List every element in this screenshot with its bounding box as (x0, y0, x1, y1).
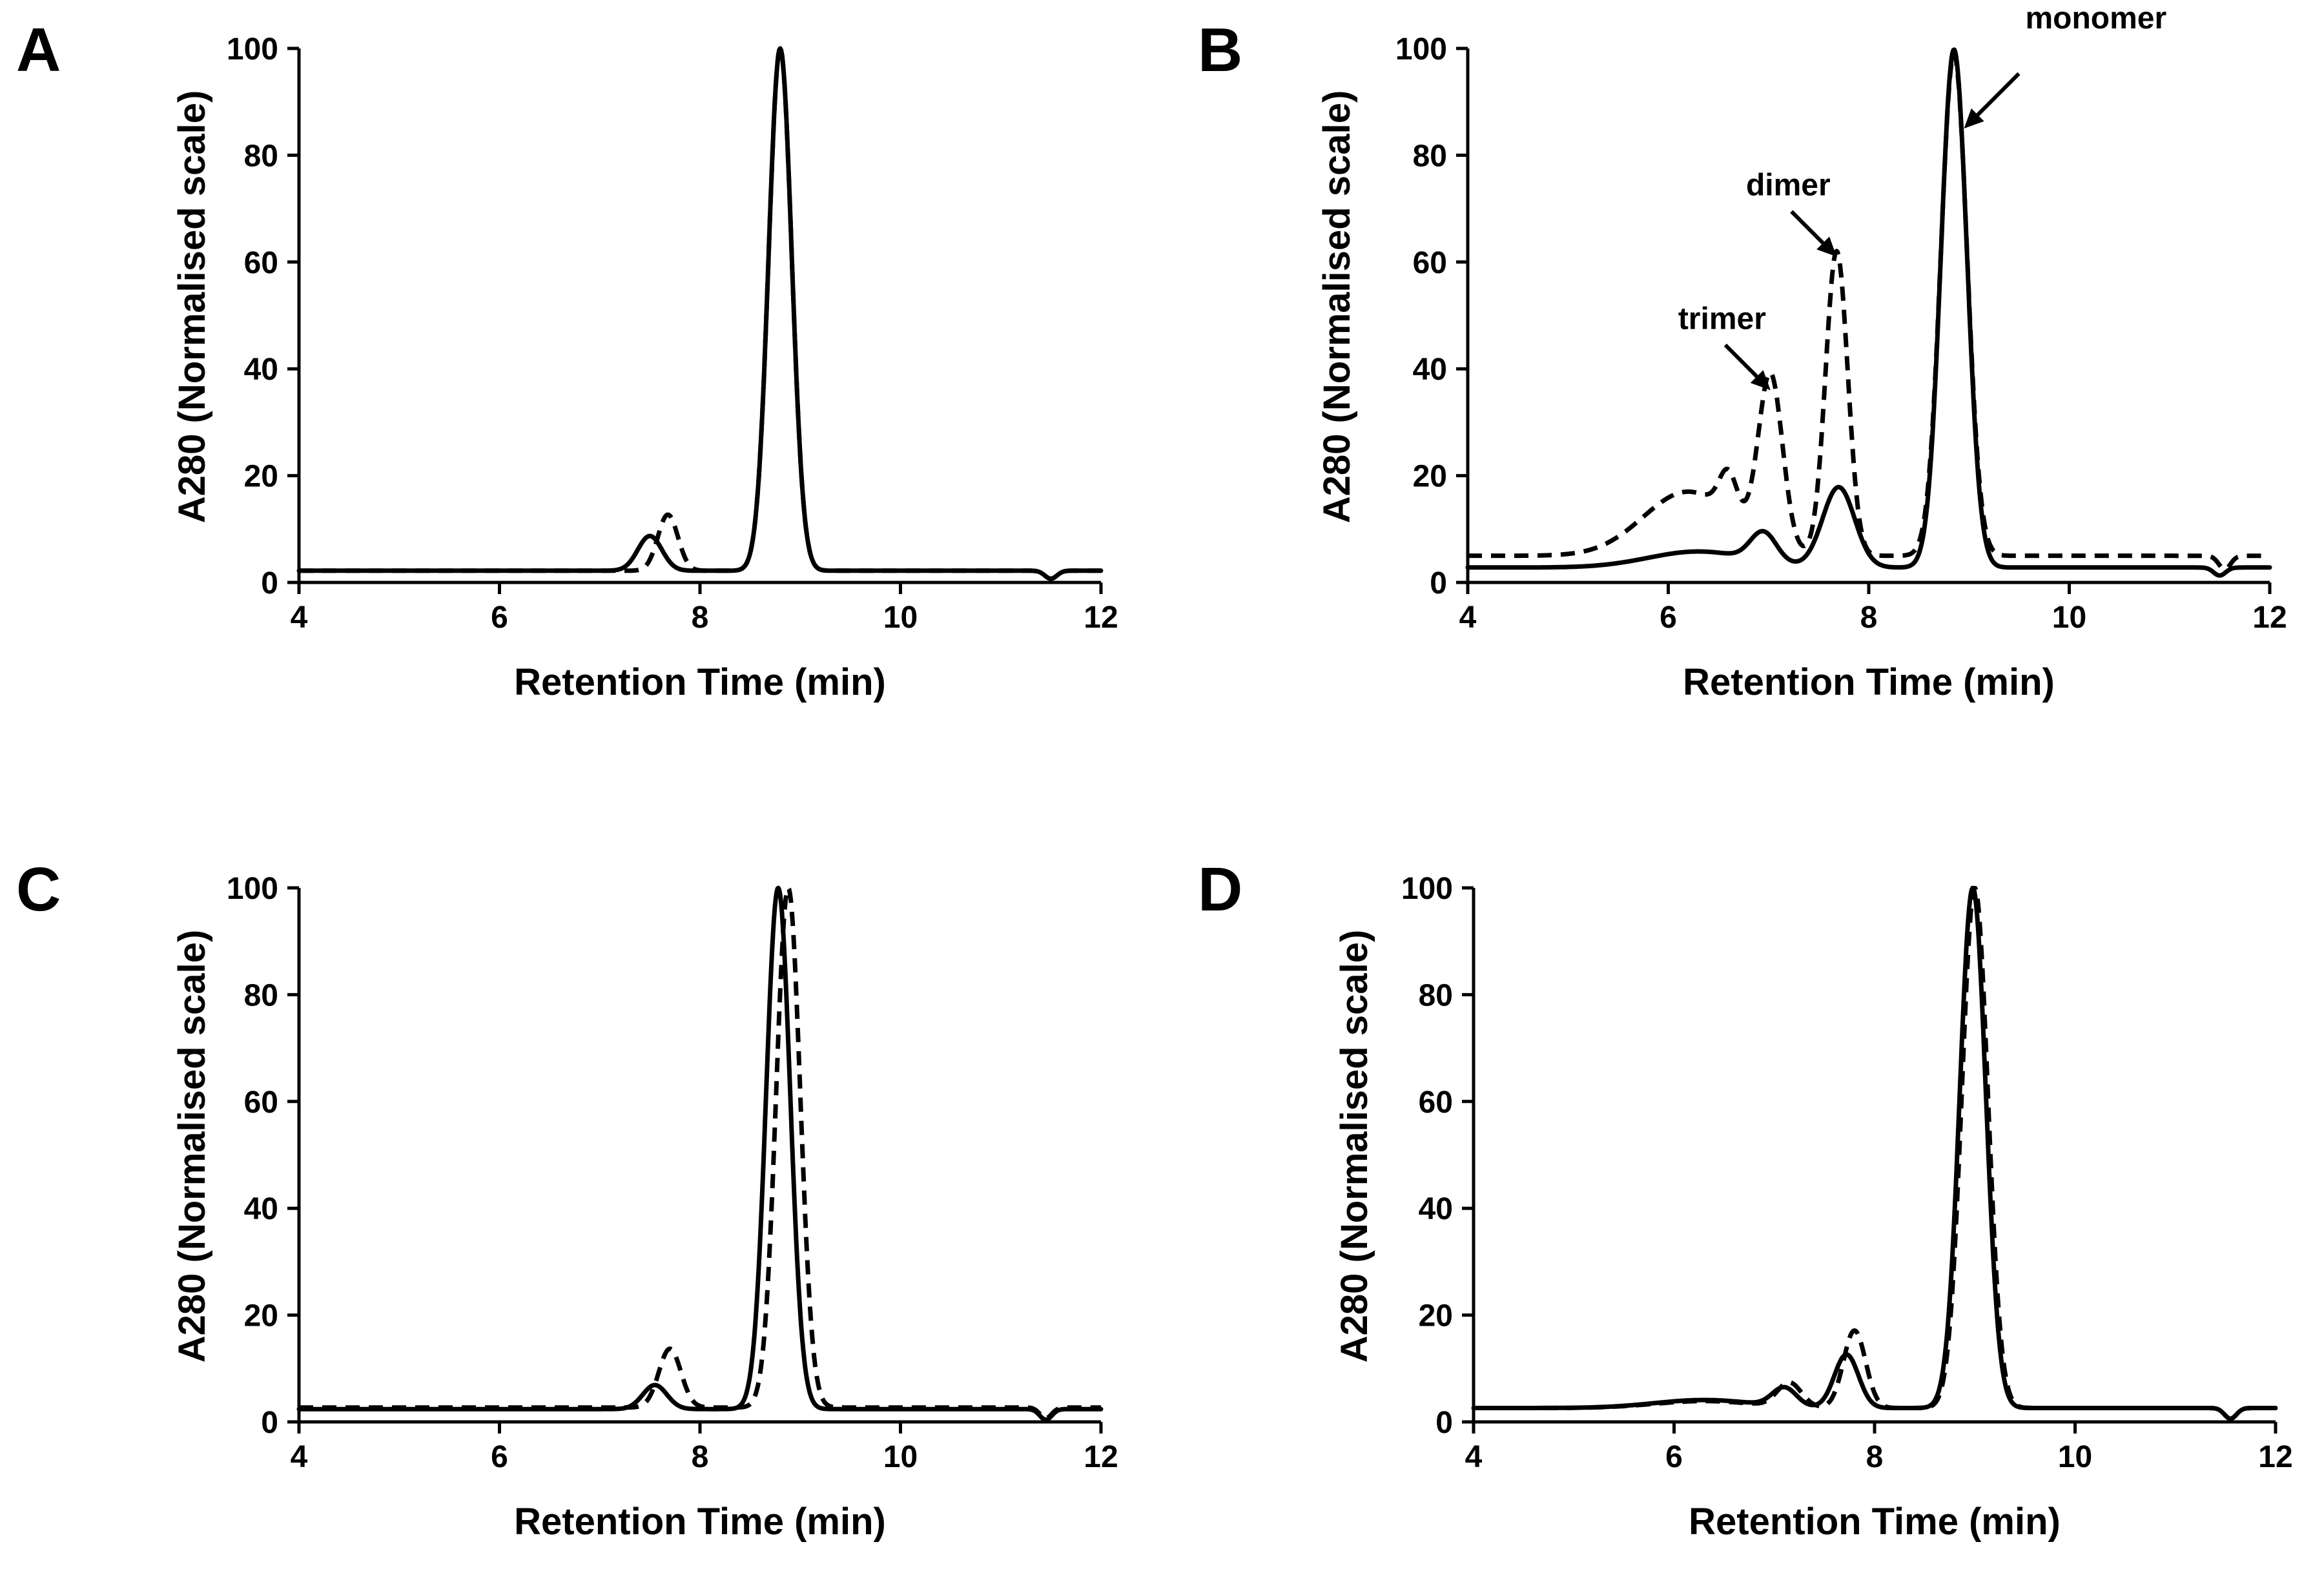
traces (1471, 885, 2278, 1421)
y-axis-title: A280 (Normalised scale) (171, 930, 213, 1363)
x-axis-title: Retention Time (min) (514, 1501, 886, 1543)
y-tick-label: 20 (244, 1299, 278, 1333)
y-tick-label: 100 (227, 872, 278, 906)
y-tick-label: 100 (1395, 32, 1447, 67)
panel-letter: C (16, 855, 61, 924)
panel-letter: A (16, 15, 61, 85)
y-tick-label: 20 (244, 460, 278, 494)
x-tick-label: 12 (2252, 601, 2287, 635)
x-tick-label: 8 (692, 601, 709, 635)
x-tick-label: 4 (1465, 1440, 1483, 1474)
y-axis-title: A280 (Normalised scale) (171, 90, 213, 524)
y-tick-label: 0 (1430, 566, 1447, 601)
y-tick-label: 20 (1419, 1299, 1453, 1333)
annotation-arrow (1723, 344, 1758, 378)
y-tick-label: 100 (1401, 872, 1453, 906)
annotation-arrow-head (1750, 370, 1771, 391)
y-tick-label: 80 (244, 139, 278, 173)
panel-letter: D (1198, 855, 1242, 924)
axes: 4 6 8 10 12 0 20 40 60 80 100 (1401, 872, 2293, 1474)
y-tick-label: 40 (244, 353, 278, 387)
series-dashed-line (1472, 886, 2278, 1421)
x-tick-label: 6 (1660, 601, 1677, 635)
x-tick-label: 12 (1084, 601, 1118, 635)
panel-d: D 4 6 8 10 12 0 20 40 60 80 100 Retention Time (mi… (1198, 855, 2293, 1543)
x-tick-label: 4 (291, 1440, 308, 1474)
y-tick-label: 0 (261, 1406, 278, 1440)
y-tick-label: 80 (1419, 978, 1453, 1013)
series-dashed-line (297, 46, 1103, 581)
annotation-label-dimer: dimer (1746, 169, 1831, 203)
traces (296, 885, 1104, 1423)
y-axis-title: A280 (Normalised scale) (1333, 930, 1375, 1363)
x-axis-title: Retention Time (min) (1683, 661, 2055, 703)
annotations: trimer dimer monomer (1678, 1, 2166, 391)
y-tick-label: 40 (1413, 353, 1447, 387)
annotation-arrow (1790, 210, 1825, 245)
axes: 4 6 8 10 12 0 20 40 60 80 100 (1395, 32, 2287, 635)
y-tick-label: 40 (244, 1192, 278, 1226)
annotation-arrow-head (1816, 236, 1837, 257)
panel-c: C 4 6 8 10 12 0 20 40 60 80 100 Retention Time (mi… (16, 855, 1118, 1543)
y-tick-label: 100 (227, 32, 278, 67)
traces (296, 46, 1104, 581)
panel-b: B 4 6 8 10 12 0 20 40 60 80 100 trimer dimer monomer… (1198, 1, 2287, 703)
panel-a: A 4 6 8 10 12 0 20 40 60 80 100 Retention Time (mi… (16, 15, 1118, 703)
annotation-label-trimer: trimer (1678, 302, 1766, 336)
y-tick-label: 80 (244, 978, 278, 1013)
y-tick-label: 60 (244, 1085, 278, 1120)
y-tick-label: 40 (1419, 1192, 1453, 1226)
x-tick-label: 10 (883, 1440, 918, 1474)
y-tick-label: 60 (1413, 246, 1447, 280)
y-axis-title: A280 (Normalised scale) (1316, 90, 1358, 524)
x-tick-label: 10 (883, 601, 918, 635)
axes: 4 6 8 10 12 0 20 40 60 80 100 (227, 32, 1118, 635)
x-tick-label: 8 (1860, 601, 1878, 635)
x-tick-label: 6 (491, 601, 508, 635)
series-dashed-line (1466, 52, 2272, 571)
y-tick-label: 0 (261, 566, 278, 601)
y-tick-label: 80 (1413, 139, 1447, 173)
x-tick-label: 8 (692, 1440, 709, 1474)
axes: 4 6 8 10 12 0 20 40 60 80 100 (227, 872, 1118, 1474)
annotation-arrow (1976, 72, 2021, 116)
y-tick-label: 0 (1435, 1406, 1453, 1440)
x-tick-label: 12 (2258, 1440, 2292, 1474)
x-tick-label: 4 (291, 601, 308, 635)
x-axis-title: Retention Time (min) (514, 661, 886, 703)
x-tick-label: 6 (1665, 1440, 1683, 1474)
annotation-label-monomer: monomer (2025, 1, 2166, 36)
x-axis-title: Retention Time (min) (1689, 1501, 2061, 1543)
series-dashed-line (297, 885, 1103, 1421)
x-tick-label: 6 (491, 1440, 508, 1474)
x-tick-label: 10 (2058, 1440, 2092, 1474)
y-tick-label: 60 (1419, 1085, 1453, 1120)
annotation-arrow-head (1964, 108, 1984, 129)
y-tick-label: 20 (1413, 460, 1447, 494)
traces (1465, 47, 2272, 578)
x-tick-label: 8 (1866, 1440, 1884, 1474)
x-tick-label: 12 (1084, 1440, 1118, 1474)
y-tick-label: 60 (244, 246, 278, 280)
x-tick-label: 4 (1459, 601, 1477, 635)
x-tick-label: 10 (2052, 601, 2086, 635)
panel-letter: B (1198, 15, 1242, 85)
